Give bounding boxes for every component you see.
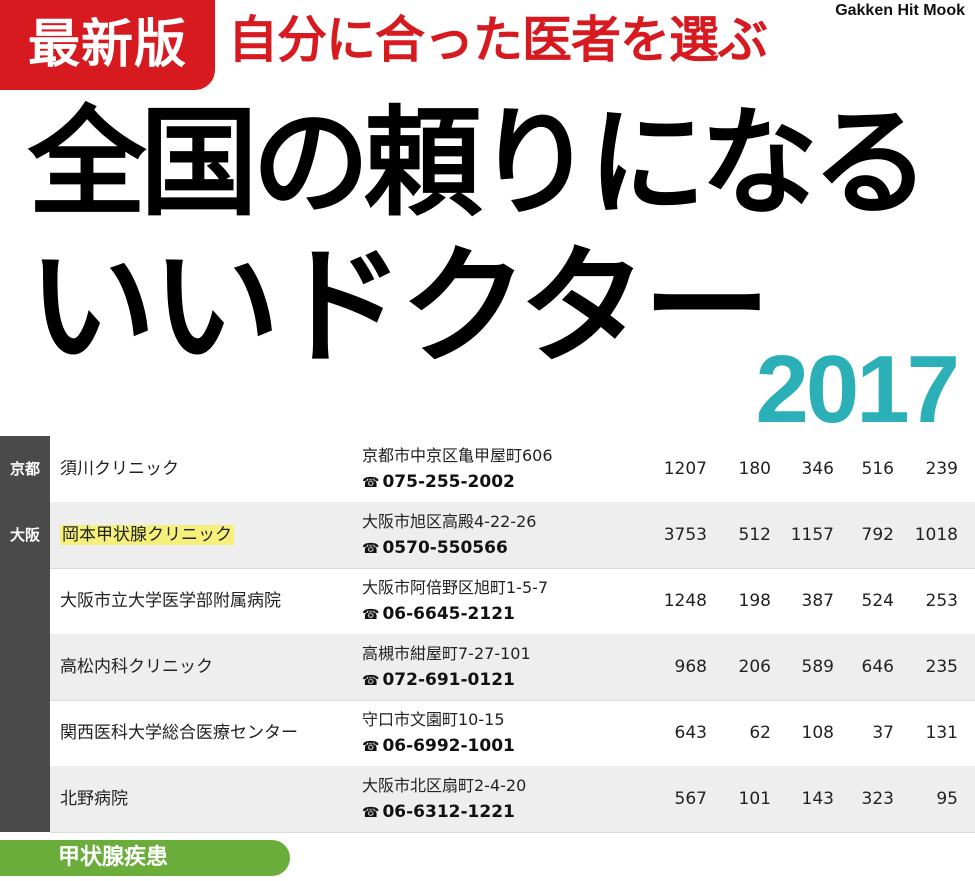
count-2: 62	[749, 723, 771, 743]
hospital-address: 大阪市旭区高殿4-22-26	[362, 512, 537, 531]
phone-icon: ☎	[362, 541, 380, 557]
count-1: 968	[674, 657, 707, 677]
count-2: 512	[738, 525, 771, 545]
count-4: 516	[861, 459, 894, 479]
hospital-name: 大阪市立大学医学部附属病院	[60, 591, 281, 611]
count-2: 198	[738, 591, 771, 611]
count-3: 1157	[790, 525, 834, 545]
phone-icon: ☎	[362, 739, 380, 755]
hospital-phone: ☎ 06-6645-2121	[362, 604, 515, 624]
hospital-name: 岡本甲状腺クリニック	[60, 502, 234, 568]
table-row: 須川クリニック 京都市中京区亀甲屋町606 ☎ 075-255-2002 1207…	[50, 436, 975, 503]
count-2: 180	[738, 459, 771, 479]
count-4: 323	[861, 789, 894, 809]
count-1: 567	[674, 789, 707, 809]
title-line-2: いいドクター	[28, 233, 771, 382]
title-line-1: 全国の頼りになる	[28, 94, 930, 232]
count-2: 206	[738, 657, 771, 677]
count-5: 131	[925, 723, 958, 743]
hospital-name: 高松内科クリニック	[60, 657, 213, 677]
table-row: 岡本甲状腺クリニック 大阪市旭区高殿4-22-26 ☎ 0570-550566 3…	[50, 502, 975, 569]
hospital-name: 北野病院	[60, 789, 128, 809]
region-osaka: 大阪	[9, 526, 40, 544]
hospital-address: 大阪市阿倍野区旭町1-5-7	[362, 578, 549, 597]
count-4: 646	[861, 657, 894, 677]
hospital-address: 大阪市北区扇町2-4-20	[362, 776, 527, 795]
hospital-phone: ☎ 06-6312-1221	[362, 802, 515, 822]
table-row: 大阪市立大学医学部附属病院 大阪市阿倍野区旭町1-5-7 ☎ 06-6645-21…	[50, 568, 975, 635]
count-5: 239	[925, 459, 958, 479]
count-5: 1018	[914, 525, 958, 545]
phone-icon: ☎	[362, 475, 380, 491]
table-row: 高松内科クリニック 高槻市紺屋町7-27-101 ☎ 072-691-0121 9…	[50, 634, 975, 701]
hospital-name: 関西医科大学総合医療センター	[60, 723, 298, 743]
count-5: 253	[925, 591, 958, 611]
phone-icon: ☎	[362, 673, 380, 689]
count-4: 37	[872, 723, 894, 743]
count-4: 524	[861, 591, 894, 611]
count-1: 1207	[663, 459, 707, 479]
count-1: 643	[674, 723, 707, 743]
count-3: 346	[801, 459, 834, 479]
subtitle: 自分に合った医者を選ぶ	[228, 11, 768, 69]
highlighted-name: 岡本甲状腺クリニック	[60, 525, 234, 545]
count-3: 387	[801, 591, 834, 611]
phone-icon: ☎	[362, 607, 380, 623]
region-kyoto: 京都	[9, 460, 40, 478]
year-label: 2017	[755, 336, 960, 443]
count-2: 101	[738, 789, 771, 809]
table-row: 北野病院 大阪市北区扇町2-4-20 ☎ 06-6312-1221 567 101…	[50, 766, 975, 833]
count-3: 108	[801, 723, 834, 743]
hospital-phone: ☎ 0570-550566	[362, 538, 508, 558]
phone-icon: ☎	[362, 805, 380, 821]
count-1: 3753	[663, 525, 707, 545]
count-3: 143	[801, 789, 834, 809]
category-label: 甲状腺疾患	[0, 840, 290, 876]
count-5: 235	[925, 657, 958, 677]
hospital-address: 京都市中京区亀甲屋町606	[362, 446, 553, 465]
count-1: 1248	[663, 591, 707, 611]
hospital-address: 守口市文園町10-15	[362, 710, 505, 729]
doctor-table: 京都 大阪 須川クリニック 京都市中京区亀甲屋町606 ☎ 075-255-200…	[0, 436, 975, 833]
hospital-phone: ☎ 075-255-2002	[362, 472, 515, 492]
hospital-phone: ☎ 06-6992-1001	[362, 736, 515, 756]
count-4: 792	[861, 525, 894, 545]
publisher-label: Gakken Hit Mook	[835, 2, 965, 19]
table-row: 関西医科大学総合医療センター 守口市文園町10-15 ☎ 06-6992-1001…	[50, 700, 975, 767]
hospital-phone: ☎ 072-691-0121	[362, 670, 515, 690]
hospital-address: 高槻市紺屋町7-27-101	[362, 644, 531, 663]
hospital-name: 須川クリニック	[60, 459, 179, 479]
count-3: 589	[801, 657, 834, 677]
edition-badge: 最新版	[0, 0, 215, 90]
count-5: 95	[936, 789, 958, 809]
region-column: 京都 大阪	[0, 436, 50, 832]
